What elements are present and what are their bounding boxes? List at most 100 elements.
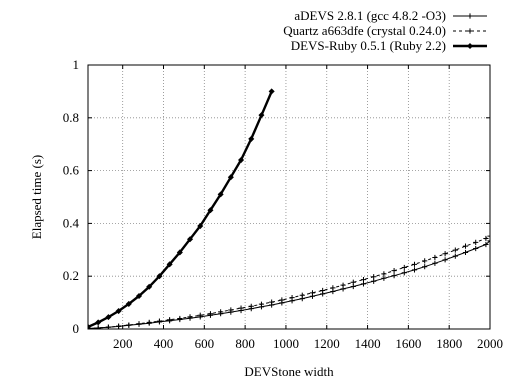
legend-marker [466, 42, 474, 50]
data-point [156, 273, 163, 280]
x-tick-label: 800 [235, 336, 255, 351]
y-tick-label: 0.2 [63, 268, 79, 283]
data-point [350, 279, 356, 285]
data-point [238, 305, 244, 311]
data-point [330, 285, 336, 291]
data-point [95, 319, 102, 326]
data-point [176, 249, 183, 256]
data-point [269, 299, 275, 305]
data-point [248, 303, 254, 309]
legend-entry: DEVS-Ruby 0.5.1 (Ruby 2.2) [291, 38, 487, 53]
data-point [391, 268, 397, 274]
data-point [401, 264, 407, 271]
data-point [309, 290, 316, 296]
data-point [207, 311, 214, 317]
data-point [248, 135, 255, 142]
data-point [452, 253, 458, 259]
series-line [88, 235, 490, 329]
data-point [422, 258, 428, 264]
legend-marker [467, 13, 473, 19]
data-point [207, 207, 214, 214]
data-point [360, 277, 367, 283]
data-point [320, 287, 326, 294]
data-point [258, 112, 265, 119]
series-line [88, 90, 273, 328]
series-1 [88, 238, 490, 329]
legend-marker [467, 28, 473, 34]
data-point [156, 318, 163, 324]
data-point [473, 245, 479, 252]
data-point [135, 292, 143, 300]
data-point [88, 323, 92, 329]
data-point [268, 88, 275, 95]
x-tick-label: 1400 [355, 336, 381, 351]
data-point [218, 309, 224, 315]
legend-label: aDEVS 2.8.1 (gcc 4.8.2 -O3) [294, 8, 446, 23]
data-point [487, 238, 490, 244]
data-point [487, 233, 490, 239]
data-point [483, 241, 489, 248]
x-axis-label: DEVStone width [244, 364, 334, 379]
data-point [299, 292, 305, 298]
data-point [340, 282, 346, 288]
data-point [105, 314, 112, 321]
data-point [258, 301, 265, 307]
x-tick-label: 1200 [314, 336, 340, 351]
data-point [88, 325, 91, 329]
data-point [197, 312, 203, 318]
data-point [187, 314, 193, 320]
legend-label: Quartz a663dfe (crystal 0.24.0) [283, 23, 446, 38]
x-tick-label: 1600 [395, 336, 421, 351]
data-point [95, 325, 101, 329]
data-point [442, 251, 448, 257]
y-tick-label: 0.6 [63, 163, 80, 178]
data-point [411, 267, 418, 273]
x-tick-label: 1000 [273, 336, 299, 351]
data-point [422, 264, 428, 270]
data-point [126, 322, 132, 328]
data-point [442, 257, 448, 263]
x-tick-label: 400 [154, 336, 174, 351]
data-point [381, 275, 387, 281]
y-axis-label: Elapsed time (s) [29, 155, 44, 239]
legend-entry: aDEVS 2.8.1 (gcc 4.8.2 -O3) [294, 8, 487, 23]
data-point [401, 270, 407, 276]
data-point [381, 271, 387, 277]
y-tick-label: 1 [73, 57, 80, 72]
y-tick-label: 0.4 [63, 215, 80, 230]
data-point [238, 157, 245, 164]
grid [88, 64, 491, 330]
data-point [228, 307, 234, 313]
data-point [136, 321, 142, 327]
legend: aDEVS 2.8.1 (gcc 4.8.2 -O3)Quartz a663df… [283, 8, 487, 53]
data-point [371, 274, 377, 280]
x-tick-label: 600 [195, 336, 215, 351]
y-tick-label: 0.8 [63, 110, 79, 125]
series-line [88, 240, 490, 329]
data-point [411, 261, 418, 267]
data-point [462, 249, 469, 256]
x-tick-label: 200 [113, 336, 133, 351]
data-point [452, 247, 458, 253]
data-point [391, 273, 397, 279]
data-point [279, 297, 285, 303]
data-point [146, 319, 152, 325]
data-point [116, 323, 122, 329]
series-2 [88, 233, 490, 329]
data-point [462, 243, 469, 249]
x-tick-label: 1800 [436, 336, 462, 351]
data-point [197, 223, 204, 230]
data-point [473, 239, 479, 246]
data-point [115, 308, 122, 315]
legend-entry: Quartz a663dfe (crystal 0.24.0) [283, 23, 487, 38]
data-point [167, 317, 173, 323]
data-point [177, 315, 183, 322]
data-point [289, 294, 295, 301]
data-point [146, 283, 153, 290]
x-tick-label: 2000 [477, 336, 503, 351]
y-tick-label: 0 [73, 321, 80, 336]
data-point [227, 174, 234, 181]
ticks: 200 400 600 800 1000 1200 1400 1600 1800 2000 0 0.2… [63, 57, 503, 351]
